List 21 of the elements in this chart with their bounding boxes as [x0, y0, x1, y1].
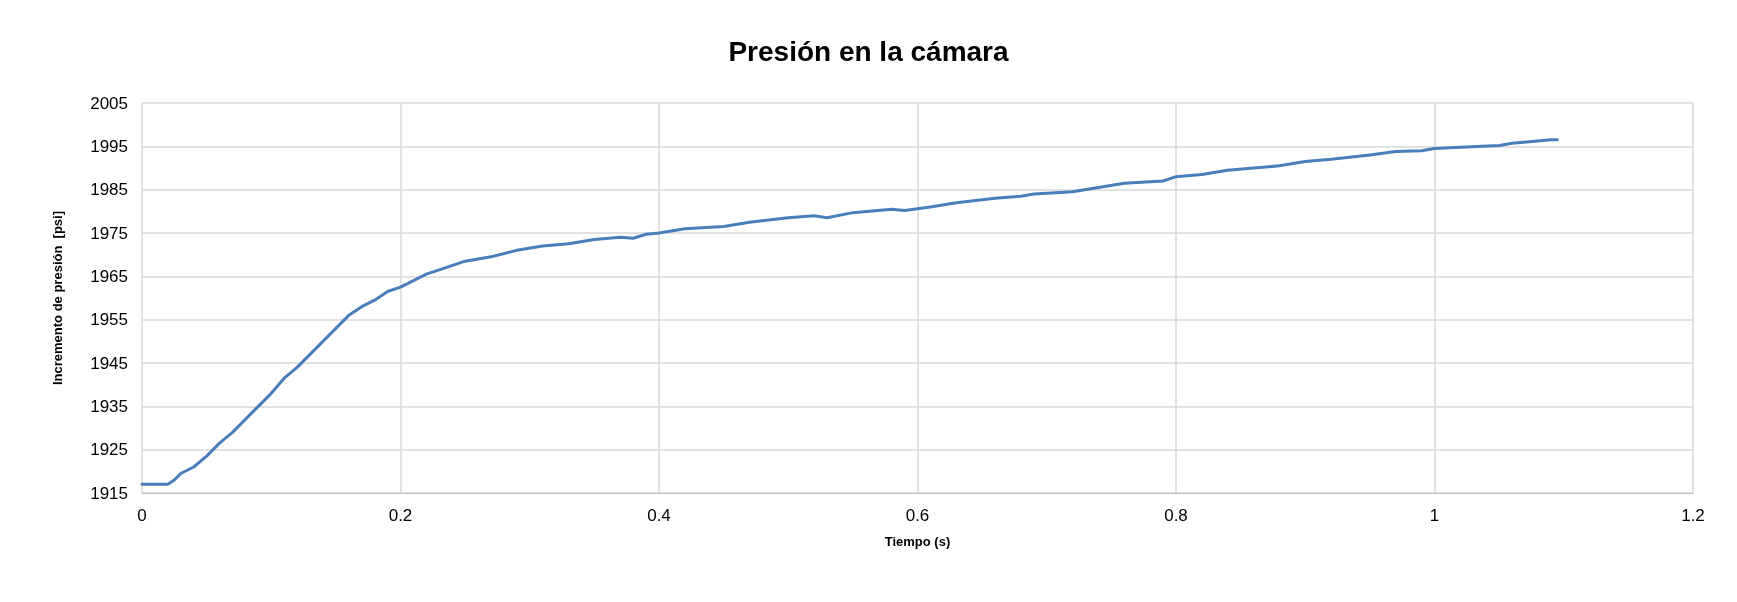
- x-axis-title: Tiempo (s): [884, 534, 951, 549]
- x-tick-label: 0: [137, 506, 147, 525]
- chart-title: Presión en la cámara: [728, 35, 1009, 67]
- y-tick-label: 1925: [90, 440, 128, 460]
- y-tick-label: 1985: [90, 180, 128, 200]
- x-tick-label: 0.8: [1164, 506, 1188, 525]
- y-axis-title: Incremento de presión [psi]: [50, 210, 65, 386]
- y-tick-label: 1945: [90, 353, 128, 373]
- y-tick-label: 1915: [90, 483, 128, 503]
- y-tick-label: 1995: [90, 136, 128, 156]
- x-tick-label: 1: [1429, 506, 1440, 525]
- line-series: [140, 138, 1559, 486]
- x-tick-label: 1.2: [1681, 506, 1705, 525]
- y-tick-label: 2005: [90, 93, 128, 113]
- y-tick-label: 1935: [90, 396, 128, 416]
- x-tick-label: 0.4: [647, 506, 671, 525]
- x-tick-label: 0.2: [388, 506, 413, 525]
- y-tick-label: 1965: [90, 266, 128, 286]
- x-tick-label: 0.6: [905, 506, 930, 525]
- y-tick-label: 1975: [90, 223, 128, 243]
- y-tick-label: 1955: [90, 310, 128, 330]
